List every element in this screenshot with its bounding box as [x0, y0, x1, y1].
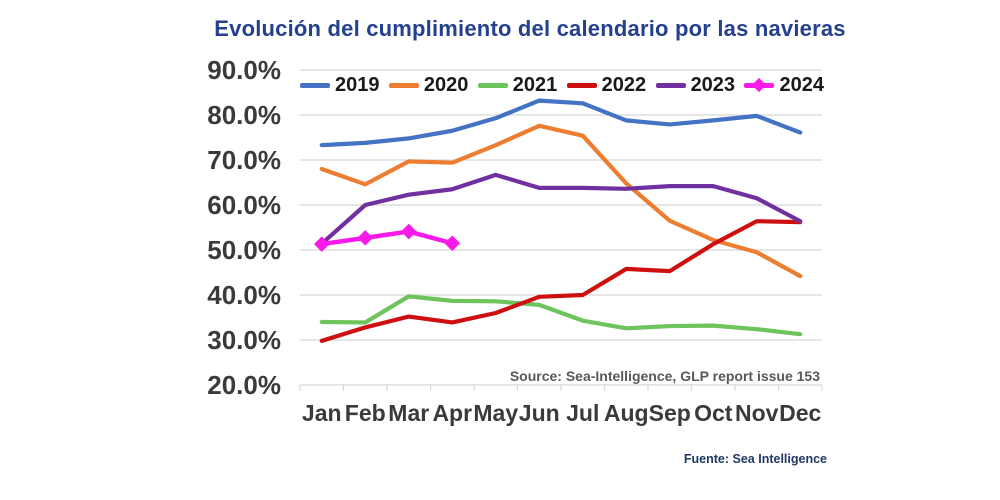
- legend-swatch-2021: [477, 82, 508, 88]
- x-axis-label: Feb: [345, 400, 386, 426]
- legend-item-2023: 2023: [655, 73, 736, 97]
- x-axis-label: Sep: [649, 400, 691, 426]
- legend-item-2022: 2022: [566, 73, 647, 97]
- data-point-marker-2024: [313, 236, 330, 252]
- legend-item-2020: 2020: [388, 73, 469, 97]
- legend-swatch-2024: [744, 77, 775, 92]
- page-title: Evolución del cumplimiento del calendari…: [214, 16, 846, 41]
- legend-label: 2022: [601, 73, 647, 96]
- x-axis-label: Jul: [566, 400, 599, 426]
- series-line-2022: [319, 219, 803, 343]
- legend-item-2021: 2021: [477, 73, 558, 97]
- y-axis-tick: 40.0%: [207, 280, 281, 310]
- legend-label: 2024: [779, 73, 824, 96]
- legend-label: 2021: [512, 73, 558, 96]
- legend-diamond-icon: [752, 77, 767, 92]
- chart-legend: 2019 2020 2021 2022 2023 2024: [300, 72, 824, 98]
- x-axis-label: Aug: [604, 400, 649, 426]
- series-line-2021: [319, 294, 803, 337]
- legend-swatch-2020: [388, 82, 419, 88]
- series-line-2023: [319, 172, 803, 246]
- source-note: Source: Sea-Intelligence, GLP report iss…: [509, 368, 820, 384]
- legend-item-2024: 2024: [744, 74, 824, 97]
- y-axis-tick: 30.0%: [207, 325, 281, 355]
- footer-source: Fuente: Sea Intelligence: [683, 452, 827, 466]
- x-axis-label: Jan: [302, 400, 342, 426]
- legend-label: 2019: [335, 73, 380, 96]
- series-line-2020: [319, 123, 803, 279]
- series-line-2019: [319, 98, 803, 148]
- y-axis-tick: 20.0%: [207, 370, 281, 400]
- x-axis-label: Nov: [735, 400, 779, 426]
- legend-swatch-2023: [655, 82, 686, 88]
- x-axis-label: May: [473, 400, 518, 426]
- x-axis-label: Mar: [388, 400, 429, 426]
- legend-swatch-2022: [566, 82, 597, 88]
- legend-label: 2020: [423, 73, 469, 96]
- data-point-marker-2024: [400, 223, 417, 240]
- legend-item-2019: 2019: [300, 74, 380, 97]
- data-point-marker-2024: [444, 235, 461, 252]
- y-axis-tick: 50.0%: [207, 235, 281, 265]
- legend-swatch-2019: [300, 82, 330, 88]
- y-axis-tick: 70.0%: [207, 145, 281, 175]
- legend-label: 2023: [690, 73, 736, 96]
- x-axis-label: Oct: [694, 400, 733, 426]
- data-point-marker-2024: [357, 230, 374, 246]
- x-axis-label: Apr: [432, 400, 472, 426]
- x-axis-label: Jun: [519, 400, 560, 426]
- y-axis-tick: 60.0%: [207, 190, 281, 220]
- x-axis-label: Dec: [779, 400, 821, 426]
- y-axis-tick: 90.0%: [207, 55, 281, 85]
- series-line-2024: [319, 229, 455, 247]
- y-axis-tick: 80.0%: [207, 100, 281, 130]
